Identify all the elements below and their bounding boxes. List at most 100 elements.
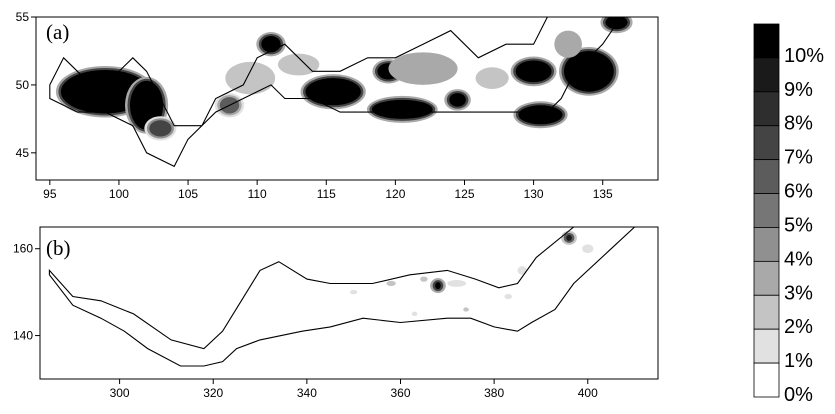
patch-core (566, 234, 572, 241)
patch-core (504, 293, 512, 300)
patch-core (277, 53, 320, 76)
panel-a: 95 100 105 110 115 120 125 130 135 45 50 55 (a) (16, 10, 659, 201)
patch-core (411, 311, 418, 317)
panel-b-patch (517, 266, 527, 275)
colorbar-label: 3% (784, 282, 813, 304)
panel-a-patch (256, 32, 286, 57)
panel-b-label: (b) (46, 236, 71, 260)
patch-core (515, 60, 552, 83)
patch-core (149, 120, 172, 137)
patch-core (225, 61, 276, 95)
colorbar-swatch (753, 362, 780, 398)
panel-b-patch (561, 230, 577, 245)
panel-b-ticks: 300 320 340 360 380 400 140 160 (13, 242, 598, 400)
panel-b: 300 320 340 360 380 400 140 160 (b) (13, 226, 659, 400)
panel-b-patch (582, 244, 594, 254)
colorbar-label: 4% (784, 248, 813, 270)
panel-a-patch (366, 95, 438, 123)
panel-b-patch (349, 289, 358, 295)
panel-a-patch (444, 89, 471, 111)
y-tick-label: 160 (13, 242, 33, 256)
x-tick-label: 380 (484, 386, 504, 400)
panel-a-frame (35, 16, 659, 181)
colorbar-swatch (753, 193, 780, 228)
panel-b-patch (420, 276, 428, 282)
colorbar-swatch (753, 294, 780, 330)
panel-b-frame (39, 226, 659, 380)
panel-a-patch (559, 46, 619, 96)
panel-a-patch (225, 61, 276, 95)
x-tick-label: 360 (390, 386, 410, 400)
panel-a-patch (277, 53, 320, 76)
x-tick-label: 95 (43, 187, 57, 201)
patch-core (463, 307, 469, 312)
colorbar: 10% 9% 8% 7% 6% 5% 4% 3% 2% 1% 0% (753, 23, 824, 406)
colorbar-swatch (753, 227, 780, 262)
panel-b-patch (463, 307, 469, 312)
panel-b-outline (48, 227, 636, 367)
colorbar-label: 2% (784, 316, 813, 338)
x-tick-label: 400 (578, 386, 598, 400)
patch-core (449, 93, 466, 107)
colorbar-label: 1% (784, 350, 813, 372)
panel-a-label: (a) (46, 20, 69, 44)
panel-a-patch (475, 67, 509, 89)
panel-a-patch (510, 56, 557, 87)
patch-core (554, 30, 582, 58)
colorbar-swatch (753, 23, 780, 59)
colorbar-swatch (753, 159, 780, 194)
panel-a-ticks: 95 100 105 110 115 120 125 130 135 45 50 55 (16, 10, 613, 201)
colorbar-swatch (753, 125, 780, 161)
x-tick-label: 105 (178, 187, 198, 201)
x-tick-label: 100 (109, 187, 129, 201)
colorbar-label: 6% (784, 181, 813, 203)
colorbar-label: 10% (784, 45, 824, 67)
patch-core (518, 105, 563, 125)
panel-b-region (49, 227, 635, 366)
colorbar-swatch (753, 328, 780, 364)
panel-a-field (49, 17, 633, 168)
colorbar-label: 8% (784, 113, 813, 135)
panel-a-patch (513, 101, 568, 129)
patch-core (447, 279, 467, 287)
x-tick-label: 125 (454, 187, 474, 201)
panel-a-patch (600, 17, 633, 34)
panel-a-patch (554, 30, 582, 58)
colorbar-label: 9% (784, 79, 813, 101)
x-tick-label: 120 (385, 187, 405, 201)
panel-b-patch (504, 293, 512, 300)
patch-core (261, 36, 281, 53)
patch-core (349, 289, 358, 295)
panel-b-patch (447, 279, 467, 287)
x-tick-label: 300 (110, 386, 130, 400)
colorbar-swatch (753, 260, 780, 296)
x-tick-label: 320 (203, 386, 223, 400)
panel-b-patch (386, 280, 396, 287)
patch-core (371, 99, 433, 119)
panel-a-outline (49, 17, 622, 168)
panel-a-patch (388, 52, 458, 85)
patch-core (420, 276, 428, 282)
x-tick-label: 130 (524, 187, 544, 201)
colorbar-swatch (753, 91, 780, 127)
patch-core (475, 67, 509, 89)
y-tick-label: 140 (13, 329, 33, 343)
colorbar-label: 7% (784, 147, 813, 169)
y-tick-label: 50 (16, 78, 30, 92)
patch-core (386, 280, 396, 287)
panel-a-patch (144, 116, 177, 141)
patch-core (305, 78, 361, 106)
y-tick-label: 55 (16, 10, 30, 24)
x-tick-label: 340 (297, 386, 317, 400)
patch-core (435, 282, 441, 290)
colorbar-swatch (753, 57, 780, 93)
patch-core (517, 266, 527, 275)
panel-a-patch (300, 74, 366, 110)
panel-b-field (48, 227, 636, 367)
x-tick-label: 110 (248, 187, 267, 201)
patch-core (388, 52, 458, 85)
x-tick-label: 115 (317, 187, 336, 201)
patch-core (582, 244, 594, 254)
colorbar-label: 5% (784, 214, 813, 236)
